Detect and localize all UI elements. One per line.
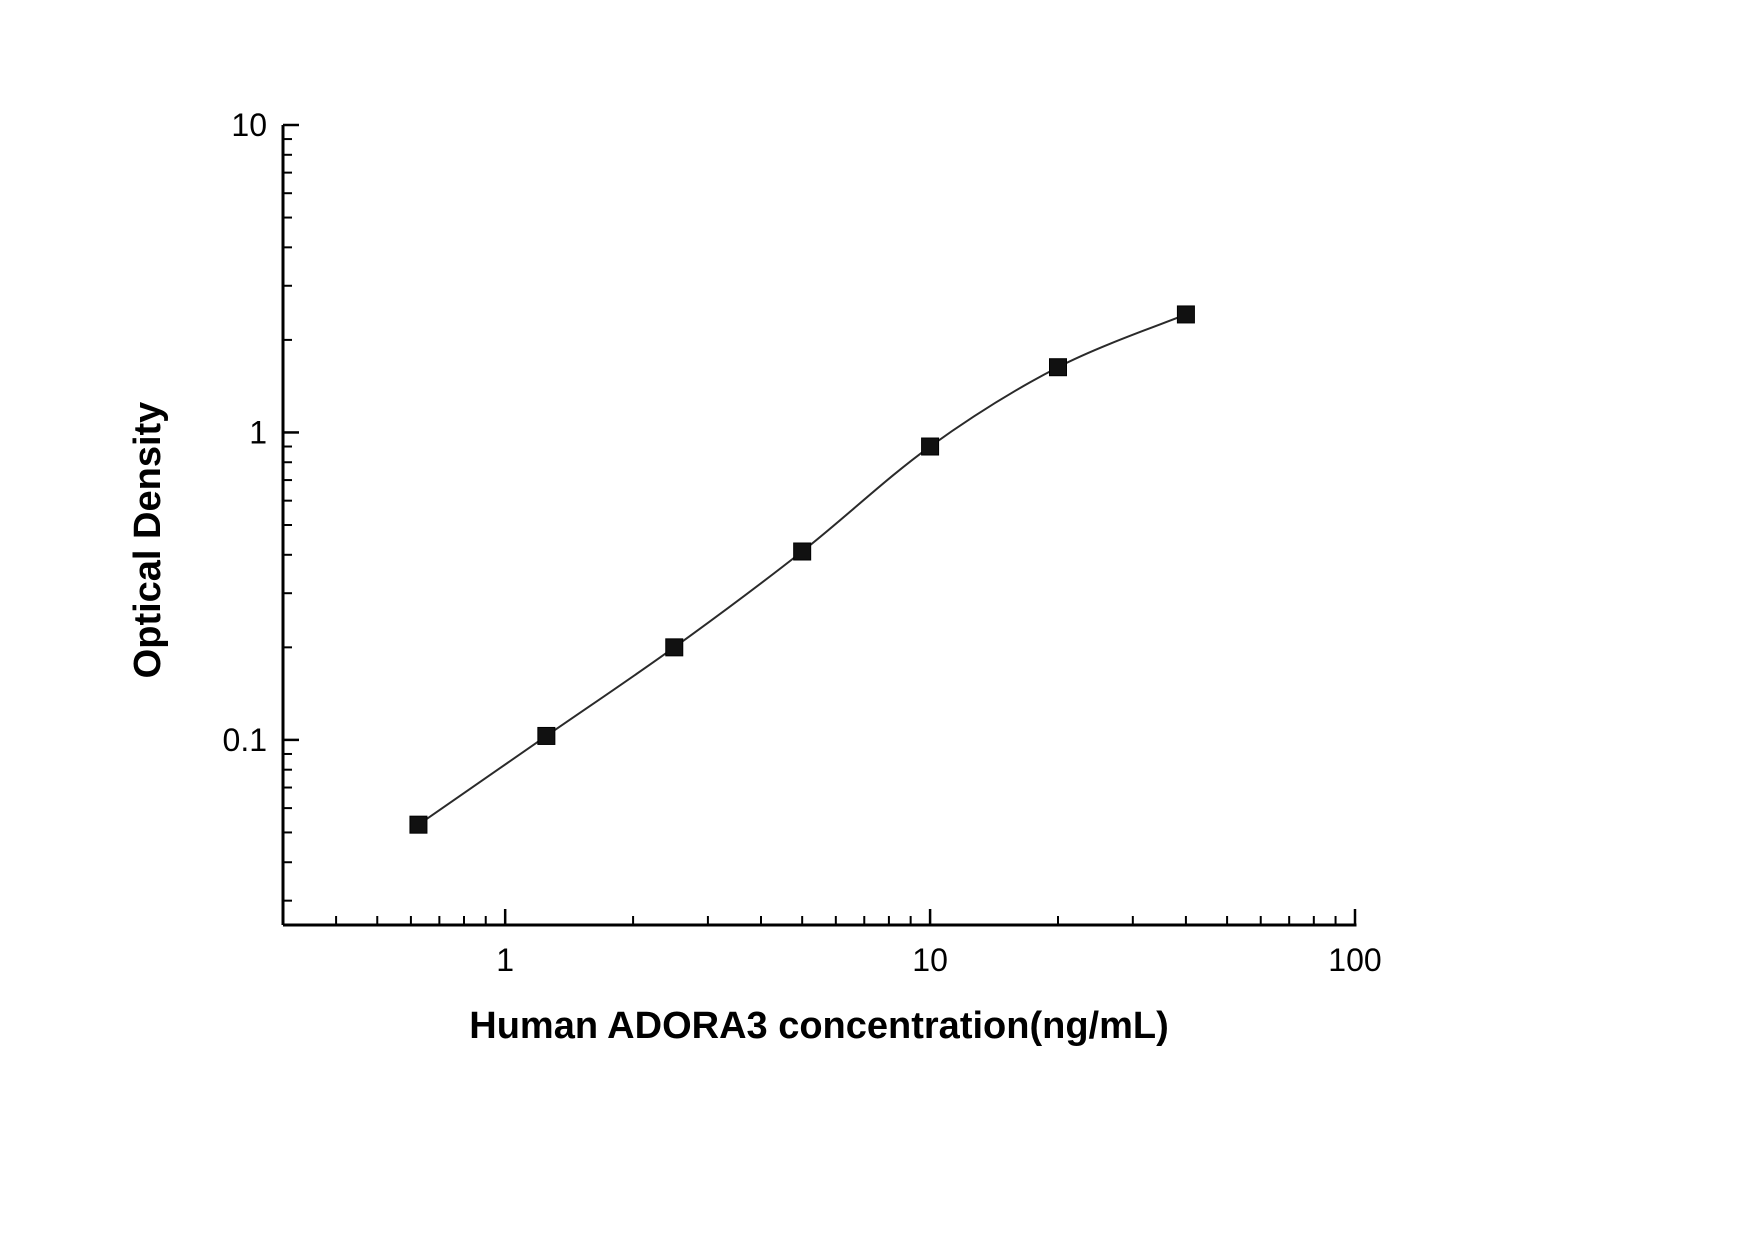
- data-point-marker: [793, 542, 812, 561]
- series-layer: [409, 305, 1195, 834]
- y-tick-label: 0.1: [223, 722, 267, 758]
- data-point-marker: [1176, 305, 1195, 324]
- data-point-marker: [665, 638, 684, 657]
- y-tick-label: 10: [231, 107, 267, 143]
- x-axis-label: Human ADORA3 concentration(ng/mL): [469, 1005, 1169, 1047]
- ticks-layer: [283, 123, 1357, 925]
- curve-line: [417, 313, 1187, 826]
- tick-labels-layer: 1 10 100 0.1 1 10: [223, 107, 1382, 978]
- data-point-marker: [921, 437, 940, 456]
- data-point-marker: [1048, 358, 1067, 377]
- x-tick-label: 100: [1328, 942, 1381, 978]
- y-tick-label: 1: [249, 414, 267, 450]
- x-tick-label: 10: [912, 942, 948, 978]
- data-point-marker: [409, 815, 428, 834]
- x-tick-label: 1: [496, 942, 514, 978]
- y-axis-label: Optical Density: [127, 402, 169, 679]
- data-point-marker: [537, 726, 556, 745]
- axes-layer: [281, 125, 1357, 927]
